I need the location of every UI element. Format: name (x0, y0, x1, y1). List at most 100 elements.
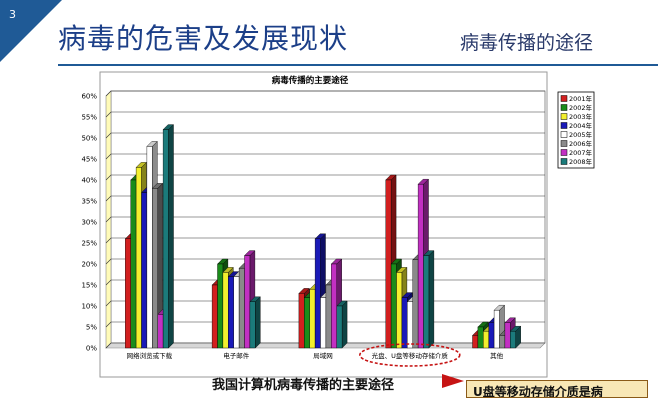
y-tick-label: 20% (81, 261, 97, 269)
y-tick-label: 55% (81, 114, 97, 122)
bar (488, 322, 495, 349)
bar (309, 289, 316, 349)
legend-swatch (560, 131, 568, 138)
legend-swatch (560, 122, 568, 129)
legend-label: 2007年 (569, 148, 593, 157)
y-tick-label: 25% (81, 240, 97, 248)
bar (157, 314, 164, 349)
y-tick-label: 0% (86, 345, 97, 353)
bar (493, 310, 500, 349)
gridline-side (105, 153, 112, 160)
gridline-side (105, 216, 112, 223)
page-title: 病毒的危害及发展现状 (58, 22, 349, 55)
bar (130, 179, 137, 349)
callout-arrow (442, 374, 464, 388)
x-tick-label: 局域网 (313, 351, 333, 360)
legend-swatch (560, 149, 568, 156)
bar-side (341, 300, 348, 349)
bar-side (168, 124, 174, 349)
title-divider (58, 64, 658, 66)
y-tick-label: 15% (81, 282, 97, 290)
bar (510, 331, 516, 349)
gridline-side (105, 342, 112, 349)
bar (504, 322, 511, 349)
legend-swatch (560, 95, 568, 102)
y-tick-label: 50% (81, 135, 97, 143)
bar (211, 284, 218, 349)
bar (325, 284, 332, 349)
bar (314, 238, 321, 349)
bar (483, 331, 489, 349)
bar (472, 335, 479, 349)
chart-title: 病毒传播的主要途径 (272, 75, 349, 86)
bar-side (428, 250, 435, 349)
y-tick-label: 45% (81, 156, 97, 164)
gridline-side (105, 195, 112, 202)
legend-label: 2008年 (569, 157, 593, 166)
bar (233, 276, 240, 349)
gridline-side (105, 174, 112, 181)
legend-label: 2006年 (569, 139, 593, 148)
x-tick-label: 网络浏览或下载 (127, 351, 173, 360)
bar (401, 297, 408, 349)
bar (162, 129, 169, 349)
gridline-side (105, 111, 112, 118)
bar (228, 276, 234, 349)
bar (298, 293, 305, 349)
legend-swatch (560, 104, 568, 111)
legend-label: 2004年 (569, 121, 593, 130)
bar (336, 305, 343, 349)
gridline-side (105, 321, 112, 328)
bar (222, 272, 229, 349)
bar (331, 263, 337, 349)
y-tick-label: 10% (81, 303, 97, 311)
bar (477, 326, 484, 349)
bar (412, 259, 419, 349)
bar (320, 297, 327, 349)
bar (238, 268, 245, 349)
slide-number: 3 (9, 8, 16, 21)
page-subtitle: 病毒传播的途径 (460, 32, 594, 54)
bar (396, 272, 403, 349)
bar (499, 335, 506, 349)
bar (141, 192, 148, 349)
bar-side (255, 296, 261, 349)
gridline-side (105, 237, 112, 244)
y-tick-label: 5% (86, 324, 97, 332)
bar (407, 301, 413, 349)
bar (304, 297, 310, 349)
bar (390, 263, 397, 349)
gridline-side (105, 300, 112, 307)
bar (423, 255, 430, 349)
gridline-side (105, 90, 112, 97)
x-tick-label: 其他 (490, 351, 504, 360)
bar (417, 183, 424, 349)
bar (152, 188, 158, 349)
legend-swatch (560, 140, 568, 147)
gridline-side (105, 258, 112, 265)
legend-label: 2001年 (569, 94, 593, 103)
x-tick-label: 电子邮件 (223, 351, 250, 360)
legend-label: 2002年 (569, 103, 593, 112)
y-tick-label: 60% (81, 93, 97, 101)
corner-decoration (0, 0, 62, 62)
y-tick-label: 40% (81, 177, 97, 185)
x-tick-label: 光盘、U盘等移动存储介质 (372, 351, 449, 360)
legend-label: 2005年 (569, 130, 593, 139)
highlight-ellipse (358, 343, 461, 367)
legend-swatch (560, 158, 568, 165)
legend-swatch (560, 113, 568, 120)
bar (244, 255, 251, 349)
chart-caption: 我国计算机病毒传播的主要途径 (212, 378, 395, 393)
y-tick-label: 35% (81, 198, 97, 206)
gridline-side (105, 132, 112, 139)
bar (146, 146, 153, 349)
bar (135, 167, 142, 349)
bar (217, 263, 224, 349)
callout-box: U盘等移动存储介质是病 (466, 380, 648, 398)
bar (385, 179, 392, 349)
bar (249, 301, 256, 349)
legend-label: 2003年 (569, 112, 593, 121)
bar (125, 238, 131, 349)
